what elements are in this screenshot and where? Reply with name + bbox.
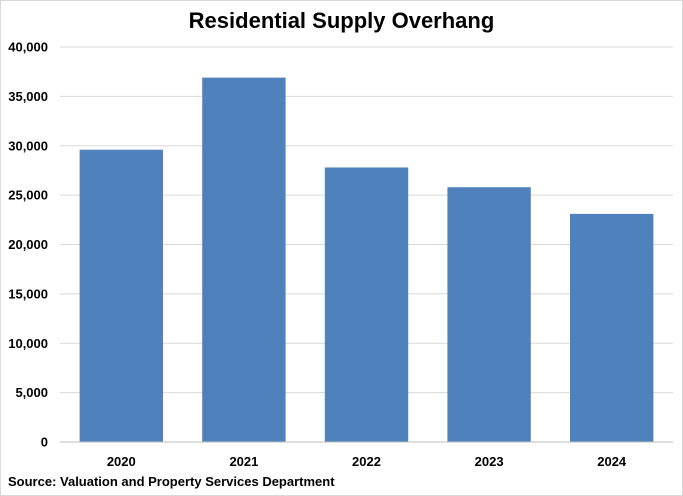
- bars: [79, 77, 654, 443]
- y-tick-label: 25,000: [8, 188, 48, 203]
- x-tick-label: 2022: [352, 454, 381, 469]
- y-tick-label: 10,000: [8, 336, 48, 351]
- chart-title: Residential Supply Overhang: [188, 8, 495, 33]
- bar-2024: [570, 213, 654, 442]
- x-tick-label: 2020: [107, 454, 136, 469]
- y-tick-label: 40,000: [8, 40, 48, 55]
- x-tick-label: 2021: [229, 454, 258, 469]
- x-tick-label: 2024: [597, 454, 627, 469]
- y-tick-label: 30,000: [8, 138, 48, 153]
- source-note: Source: Valuation and Property Services …: [8, 474, 335, 489]
- axes: 0 5,000 10,000 15,000 20,000 25,000 30,000 35,0…: [8, 40, 673, 469]
- y-tick-label: 20,000: [8, 237, 48, 252]
- bar-2023: [447, 187, 531, 442]
- bar-2021: [202, 77, 286, 443]
- y-tick-label: 0: [41, 435, 48, 450]
- y-tick-label: 15,000: [8, 286, 48, 301]
- y-tick-label: 35,000: [8, 89, 48, 104]
- x-tick-label: 2023: [475, 454, 504, 469]
- bar-2022: [324, 167, 409, 442]
- bar-2020: [79, 149, 163, 442]
- y-tick-label: 5,000: [15, 385, 48, 400]
